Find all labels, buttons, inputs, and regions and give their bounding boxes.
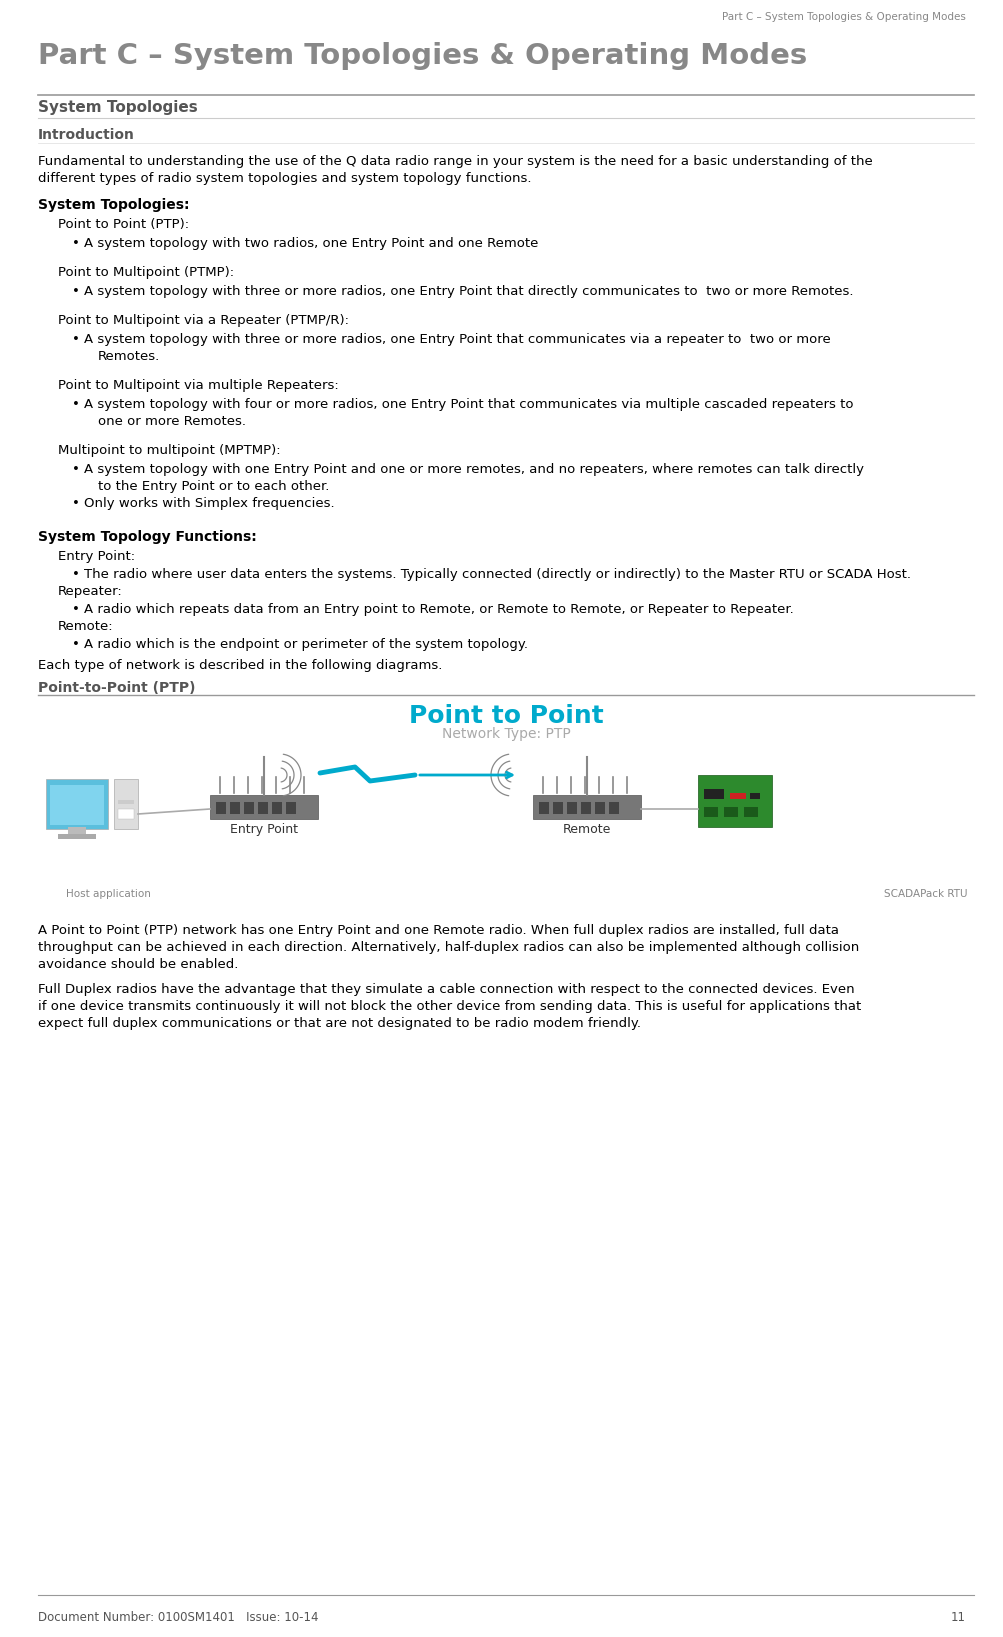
- Text: Remotes.: Remotes.: [98, 350, 160, 363]
- Text: Only works with Simplex frequencies.: Only works with Simplex frequencies.: [84, 498, 334, 511]
- Text: Fundamental to understanding the use of the Q data radio range in your system is: Fundamental to understanding the use of …: [38, 156, 872, 169]
- Text: Multipoint to multipoint (MPTMP):: Multipoint to multipoint (MPTMP):: [58, 444, 281, 457]
- Text: one or more Remotes.: one or more Remotes.: [98, 416, 246, 427]
- Text: Introduction: Introduction: [38, 128, 134, 142]
- Text: •: •: [72, 332, 80, 345]
- Text: •: •: [72, 398, 80, 411]
- Text: •: •: [72, 638, 80, 652]
- Text: System Topologies:: System Topologies:: [38, 198, 190, 213]
- Text: Document Number: 0100SM1401   Issue: 10-14: Document Number: 0100SM1401 Issue: 10-14: [38, 1611, 318, 1624]
- Text: Point to Multipoint (PTMP):: Point to Multipoint (PTMP):: [58, 265, 234, 278]
- Text: Entry Point: Entry Point: [230, 823, 298, 837]
- Text: •: •: [72, 602, 80, 616]
- Text: A system topology with three or more radios, one Entry Point that directly commu: A system topology with three or more rad…: [84, 285, 853, 298]
- Text: •: •: [72, 498, 80, 511]
- Bar: [58, 833, 96, 840]
- Text: A Point to Point (PTP) network has one Entry Point and one Remote radio. When fu: A Point to Point (PTP) network has one E…: [38, 923, 839, 936]
- Text: SCADAPack RTU: SCADAPack RTU: [884, 889, 967, 899]
- Bar: [749, 792, 759, 799]
- Bar: [118, 800, 133, 804]
- Text: Host application: Host application: [65, 889, 150, 899]
- Text: Full Duplex radios have the advantage that they simulate a cable connection with: Full Duplex radios have the advantage th…: [38, 982, 854, 995]
- Bar: [553, 802, 563, 814]
- Text: The radio where user data enters the systems. Typically connected (directly or i: The radio where user data enters the sys…: [84, 568, 910, 581]
- Text: Each type of network is described in the following diagrams.: Each type of network is described in the…: [38, 660, 442, 673]
- Text: •: •: [72, 463, 80, 476]
- Text: Part C – System Topologies & Operating Modes: Part C – System Topologies & Operating M…: [38, 43, 806, 70]
- Text: if one device transmits continuously it will not block the other device from sen: if one device transmits continuously it …: [38, 1000, 861, 1013]
- Text: to the Entry Point or to each other.: to the Entry Point or to each other.: [98, 480, 329, 493]
- Text: Remote:: Remote:: [58, 620, 113, 634]
- Bar: [703, 789, 723, 799]
- Bar: [595, 802, 605, 814]
- Text: A radio which is the endpoint or perimeter of the system topology.: A radio which is the endpoint or perimet…: [84, 638, 528, 652]
- Bar: [533, 796, 640, 818]
- Text: Part C – System Topologies & Operating Modes: Part C – System Topologies & Operating M…: [721, 11, 965, 21]
- Bar: [258, 802, 268, 814]
- Bar: [272, 802, 282, 814]
- Bar: [114, 779, 137, 828]
- Text: A system topology with one Entry Point and one or more remotes, and no repeaters: A system topology with one Entry Point a…: [84, 463, 864, 476]
- Text: •: •: [72, 237, 80, 250]
- Text: Point-to-Point (PTP): Point-to-Point (PTP): [38, 681, 196, 696]
- Text: A system topology with four or more radios, one Entry Point that communicates vi: A system topology with four or more radi…: [84, 398, 853, 411]
- Text: •: •: [72, 285, 80, 298]
- Bar: [729, 792, 745, 799]
- Bar: [230, 802, 240, 814]
- Bar: [244, 802, 254, 814]
- Bar: [743, 807, 757, 817]
- Text: A system topology with three or more radios, one Entry Point that communicates v: A system topology with three or more rad…: [84, 332, 829, 345]
- Text: 11: 11: [950, 1611, 965, 1624]
- Bar: [703, 807, 717, 817]
- Bar: [723, 807, 737, 817]
- Bar: [68, 827, 86, 835]
- Text: System Topology Functions:: System Topology Functions:: [38, 530, 257, 543]
- Text: different types of radio system topologies and system topology functions.: different types of radio system topologi…: [38, 172, 531, 185]
- Bar: [581, 802, 591, 814]
- Bar: [286, 802, 296, 814]
- Text: A radio which repeats data from an Entry point to Remote, or Remote to Remote, o: A radio which repeats data from an Entry…: [84, 602, 793, 616]
- Text: Entry Point:: Entry Point:: [58, 550, 135, 563]
- Bar: [697, 774, 771, 827]
- Bar: [46, 779, 108, 828]
- Text: System Topologies: System Topologies: [38, 100, 198, 115]
- Bar: [50, 786, 104, 825]
- Text: •: •: [72, 568, 80, 581]
- Text: avoidance should be enabled.: avoidance should be enabled.: [38, 958, 238, 971]
- Text: Point to Multipoint via a Repeater (PTMP/R):: Point to Multipoint via a Repeater (PTMP…: [58, 314, 349, 327]
- Text: throughput can be achieved in each direction. Alternatively, half-duplex radios : throughput can be achieved in each direc…: [38, 941, 859, 954]
- Bar: [567, 802, 577, 814]
- Bar: [216, 802, 226, 814]
- Bar: [210, 796, 318, 818]
- Text: expect full duplex communications or that are not designated to be radio modem f: expect full duplex communications or tha…: [38, 1017, 640, 1030]
- Bar: [609, 802, 619, 814]
- Bar: [539, 802, 549, 814]
- Text: Point to Multipoint via multiple Repeaters:: Point to Multipoint via multiple Repeate…: [58, 380, 338, 391]
- Text: Network Type: PTP: Network Type: PTP: [441, 727, 570, 742]
- Bar: [118, 809, 133, 818]
- Text: Point to Point: Point to Point: [408, 704, 603, 728]
- Text: Point to Point (PTP):: Point to Point (PTP):: [58, 218, 189, 231]
- Text: A system topology with two radios, one Entry Point and one Remote: A system topology with two radios, one E…: [84, 237, 538, 250]
- Text: Repeater:: Repeater:: [58, 584, 122, 598]
- Text: Remote: Remote: [563, 823, 611, 837]
